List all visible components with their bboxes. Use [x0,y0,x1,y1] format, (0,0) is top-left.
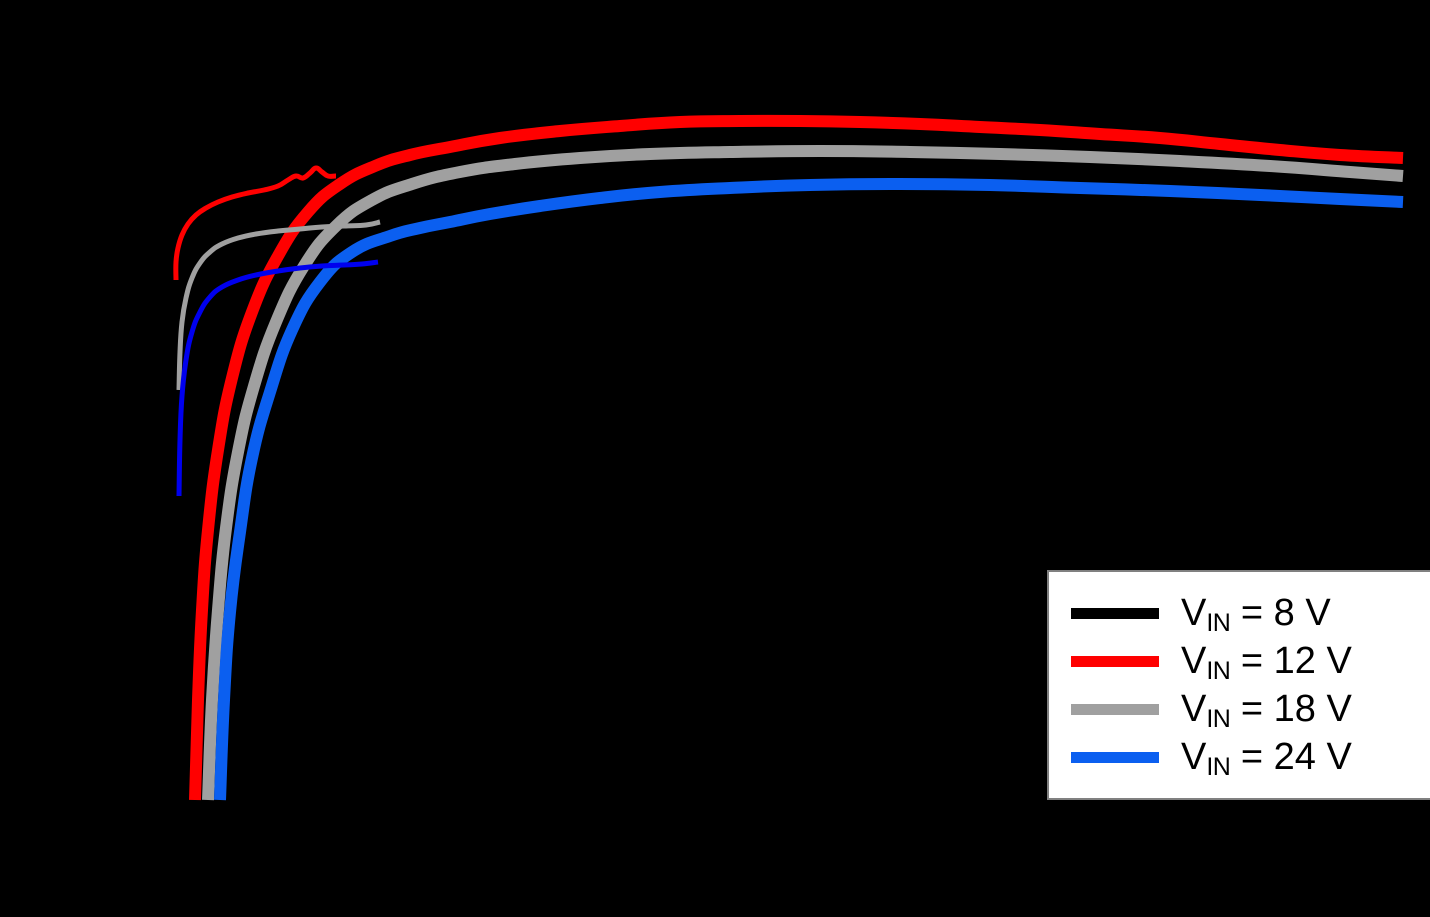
series-line [214,178,1404,801]
series-line [176,259,379,497]
legend-swatch-vin-12v [1071,655,1159,667]
legend: VIN = 8 V VIN = 12 V VIN = 18 V VIN = 24… [1047,570,1430,800]
legend-swatch-vin-8v [1071,607,1159,619]
legend-label-vin-24v: VIN = 24 V [1181,736,1352,781]
legend-swatch-vin-18v [1071,703,1159,715]
legend-label-vin-18v: VIN = 18 V [1181,688,1352,733]
legend-label-vin-8v: VIN = 8 V [1181,592,1331,637]
legend-swatch-vin-24v [1071,751,1159,763]
legend-label-vin-12v: VIN = 12 V [1181,640,1352,685]
series-line [189,114,1404,801]
legend-item-vin-18v[interactable]: VIN = 18 V [1049,685,1430,733]
series-group [173,114,1404,801]
series-line [176,219,381,391]
legend-item-vin-24v[interactable]: VIN = 24 V [1049,733,1430,781]
legend-item-vin-12v[interactable]: VIN = 12 V [1049,637,1430,685]
legend-item-vin-8v[interactable]: VIN = 8 V [1049,589,1430,637]
series-line [173,165,337,281]
series-line [202,145,1404,801]
